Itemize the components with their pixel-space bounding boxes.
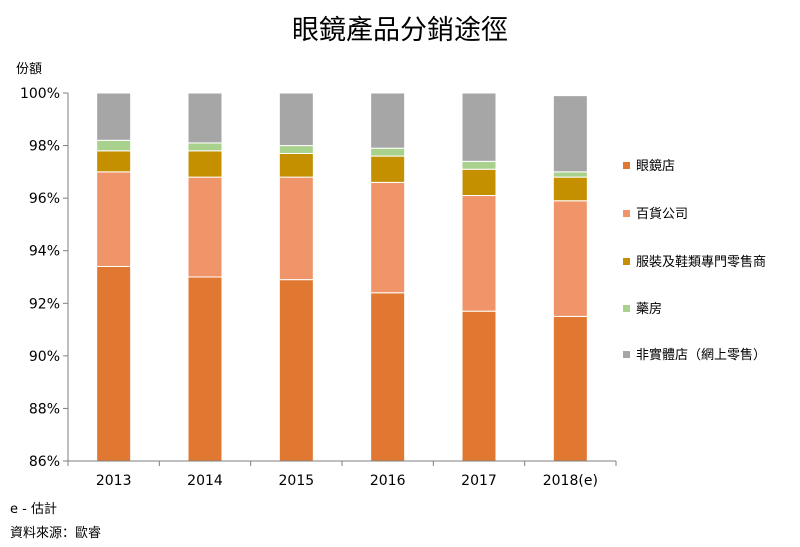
legend-swatch-4 (623, 351, 630, 358)
legend-swatch-3 (623, 305, 630, 312)
legend-swatch-1 (623, 210, 630, 217)
y-tick-label: 98% (29, 139, 60, 155)
legend-swatch-2 (623, 258, 630, 265)
bar-segment-2013-4 (96, 92, 132, 141)
bar-segment-2017-4 (461, 92, 497, 162)
bar-segment-2016-4 (370, 92, 406, 149)
bar-segment-2016-2 (370, 155, 406, 183)
bar-segment-2013-2 (96, 150, 132, 173)
legend-label-4: 非實體店（網上零售） (636, 347, 766, 363)
bar-segment-2018(e)-2 (552, 176, 588, 202)
bar-segment-2018(e)-4 (552, 95, 588, 173)
bar-segment-2013-1 (96, 171, 132, 267)
bar-segment-2017-3 (461, 160, 497, 170)
bar-segment-2015-3 (278, 145, 314, 154)
bar-segment-2015-1 (278, 176, 314, 281)
bar-segment-2018(e)-3 (552, 171, 588, 178)
bar-segment-2014-3 (187, 142, 223, 152)
y-tick-label: 94% (29, 244, 60, 260)
chart-title: 眼鏡產品分銷途徑 (292, 15, 508, 46)
legend-swatch-0 (623, 162, 630, 169)
x-tick-label: 2015 (279, 473, 315, 489)
legend-label-1: 百貨公司 (636, 206, 688, 222)
y-tick-label: 92% (29, 296, 60, 312)
bar-segment-2014-1 (187, 176, 223, 278)
y-tick-label: 96% (29, 191, 60, 207)
x-tick-label: 2016 (370, 473, 406, 489)
bar-segment-2015-4 (278, 92, 314, 147)
bar-segment-2018(e)-1 (552, 200, 588, 317)
x-tick-label: 2014 (187, 473, 223, 489)
legend-label-3: 藥房 (636, 301, 662, 317)
bar-segment-2013-3 (96, 139, 132, 152)
y-tick-label: 88% (29, 401, 60, 417)
bar-segment-2013-0 (96, 265, 132, 462)
bar-segment-2016-0 (370, 292, 406, 462)
bar-segment-2015-2 (278, 152, 314, 178)
legend-label-0: 眼鏡店 (636, 159, 675, 174)
bar-segment-2016-3 (370, 147, 406, 157)
y-tick-label: 100% (20, 86, 60, 102)
bar-segment-2017-1 (461, 195, 497, 312)
y-tick-label: 86% (29, 454, 60, 470)
x-tick-label: 2013 (96, 473, 132, 489)
x-tick-label: 2017 (461, 473, 497, 489)
bar-segment-2017-0 (461, 310, 497, 462)
bars-layer (96, 92, 588, 462)
source-note: 資料來源：歐睿 (10, 526, 102, 541)
bar-segment-2014-4 (187, 92, 223, 144)
bar-segment-2016-1 (370, 181, 406, 294)
bar-segment-2014-2 (187, 150, 223, 178)
bar-segment-2014-0 (187, 276, 223, 462)
footnote: e - 估計 (10, 502, 57, 517)
bar-segment-2017-2 (461, 168, 497, 197)
legend-label-2: 服裝及鞋類專門零售商 (636, 254, 766, 270)
x-tick-label: 2018(e) (543, 473, 598, 489)
y-axis-unit-label: 份額 (16, 62, 43, 77)
axes-layer: 2013 2014 2015 2016 2017 2018(e) 86% 88% 90% 92% 9… (20, 86, 617, 489)
bar-segment-2018(e)-0 (552, 315, 588, 462)
y-tick-label: 90% (29, 349, 60, 365)
bar-segment-2015-0 (278, 279, 314, 462)
